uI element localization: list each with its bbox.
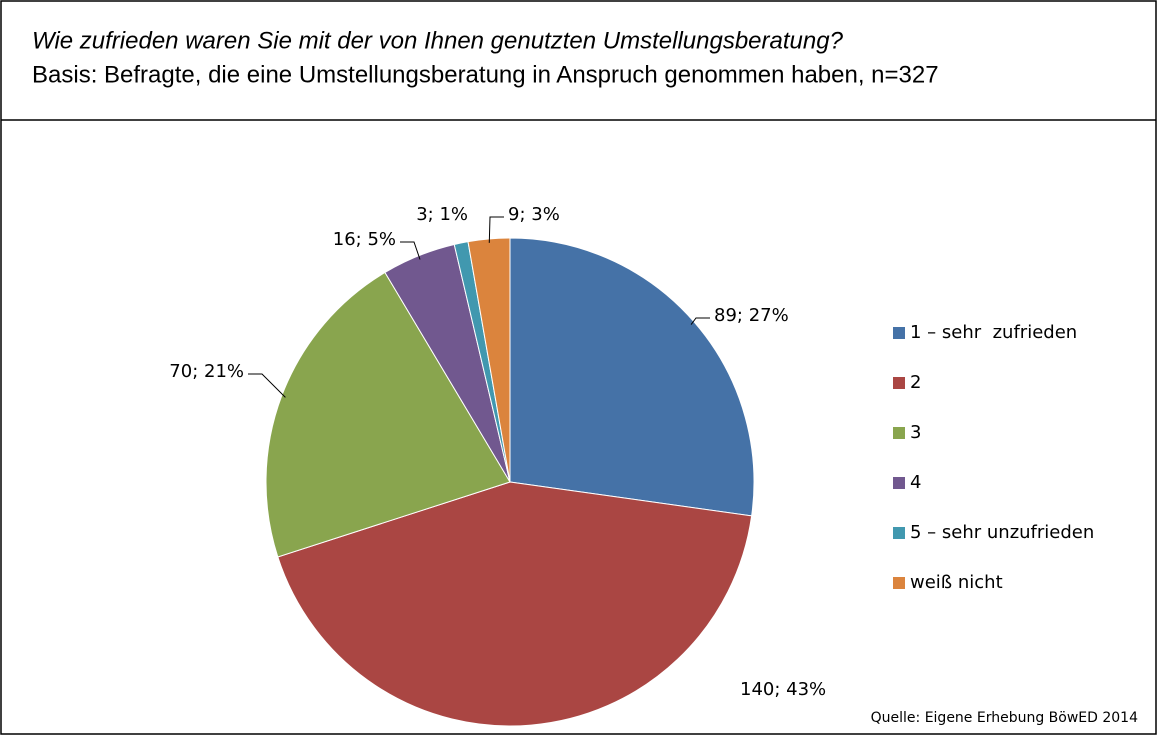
data-label: 70; 21% bbox=[169, 361, 244, 382]
legend-label: 5 – sehr unzufrieden bbox=[910, 522, 1094, 543]
legend-swatch bbox=[893, 327, 905, 339]
legend-swatch bbox=[893, 477, 905, 489]
legend-label: 4 bbox=[910, 472, 921, 493]
leader-line bbox=[248, 373, 286, 398]
legend-swatch bbox=[893, 427, 905, 439]
source-note: Quelle: Eigene Erhebung BöwED 2014 bbox=[871, 710, 1138, 726]
legend-swatch bbox=[893, 377, 905, 389]
legend-label: 2 bbox=[910, 372, 921, 393]
chart-subtitle: Basis: Befragte, die eine Umstellungsber… bbox=[32, 61, 939, 88]
leader-line bbox=[488, 216, 504, 243]
leader-line bbox=[400, 241, 421, 260]
pie-slice bbox=[265, 271, 511, 558]
data-label: 3; 1% bbox=[416, 204, 468, 225]
legend-label: weiß nicht bbox=[910, 572, 1003, 593]
data-label: 9; 3% bbox=[508, 204, 560, 225]
pie-slice bbox=[509, 237, 755, 517]
data-label: 89; 27% bbox=[714, 305, 789, 326]
legend-label: 1 – sehr zufrieden bbox=[910, 322, 1077, 343]
chart-title: Wie zufrieden waren Sie mit der von Ihne… bbox=[32, 27, 844, 54]
legend-swatch bbox=[893, 527, 905, 539]
leader-line bbox=[690, 317, 710, 325]
data-label: 140; 43% bbox=[740, 679, 826, 700]
pie-slice bbox=[277, 481, 753, 727]
data-label: 16; 5% bbox=[333, 229, 396, 250]
legend-label: 3 bbox=[910, 422, 921, 443]
legend-swatch bbox=[893, 577, 905, 589]
